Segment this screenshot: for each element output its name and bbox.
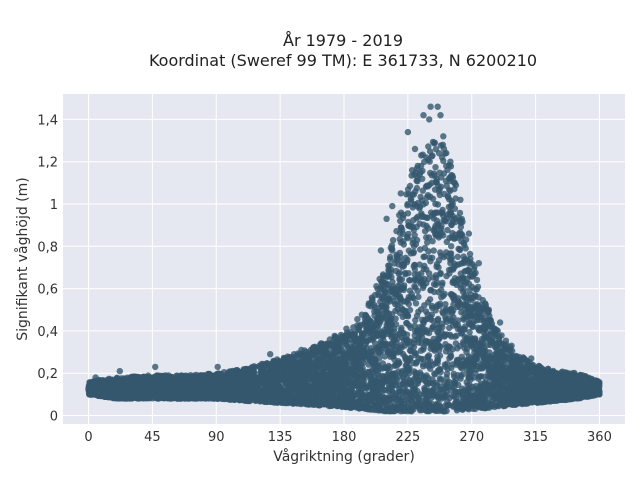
data-point-3486 [420, 344, 427, 351]
data-point-3059 [433, 261, 441, 268]
data-point-4367 [427, 258, 434, 265]
data-point-3802 [431, 288, 438, 296]
data-point-2235 [389, 237, 397, 244]
data-point-4190 [456, 209, 464, 217]
data-point-262 [444, 226, 451, 234]
data-point-4329 [381, 353, 388, 360]
data-point-4607 [411, 261, 419, 269]
data-point-2946 [417, 193, 424, 201]
data-point-2805 [412, 350, 420, 357]
data-point-4725 [368, 336, 376, 344]
data-point-4130 [410, 217, 417, 224]
data-point-2023 [407, 196, 414, 203]
data-point-4582 [432, 164, 439, 171]
data-point-2983 [456, 246, 464, 254]
data-point-4479 [399, 306, 406, 313]
data-point-1493 [419, 316, 426, 323]
data-point-3395 [412, 360, 420, 367]
data-point-3670 [475, 375, 482, 382]
data-point-2654 [386, 256, 394, 263]
data-point-723 [404, 200, 411, 208]
data-points [85, 103, 603, 415]
data-point-2031 [466, 250, 474, 258]
data-point-4385 [404, 186, 412, 193]
data-point-372 [473, 276, 481, 284]
data-point-4119 [421, 253, 428, 260]
data-point-4333 [423, 266, 430, 273]
data-point-4507 [414, 380, 422, 387]
data-point-4651 [430, 274, 437, 281]
chart-title-line-2: Koordinat (Sweref 99 TM): E 361733, N 62… [149, 51, 537, 70]
data-point-4126 [443, 238, 450, 246]
data-point-335 [424, 239, 431, 246]
data-point-3861 [429, 324, 436, 331]
data-point-1300 [466, 328, 473, 336]
data-point-3210 [398, 276, 406, 283]
data-point-3843 [441, 379, 448, 386]
data-point-4266 [412, 276, 419, 283]
data-point-3401 [441, 332, 448, 339]
data-point-1044 [454, 253, 461, 260]
data-point-4634 [401, 353, 409, 360]
data-point-4698 [416, 220, 423, 227]
data-point-4872 [471, 263, 478, 270]
data-point-3627 [411, 282, 418, 290]
data-point-4388 [404, 235, 411, 242]
data-point-4654 [397, 224, 405, 231]
data-point-2857 [415, 355, 422, 362]
data-point-4524 [436, 191, 443, 199]
data-point-4049 [429, 238, 436, 245]
data-point-4548 [402, 254, 409, 261]
data-point-4472 [395, 270, 402, 278]
data-point-4359 [436, 375, 444, 382]
data-point-1763 [354, 316, 361, 323]
data-point-4065 [396, 373, 404, 380]
data-point-4871 [464, 382, 471, 389]
data-point-2676 [460, 315, 467, 322]
data-point-3982 [425, 143, 432, 150]
data-point-1602 [438, 281, 446, 289]
data-point-1904 [437, 142, 445, 149]
data-point-4398 [457, 229, 464, 236]
data-point-4112 [392, 315, 399, 322]
data-point-4558 [468, 283, 476, 290]
data-point-4522 [449, 230, 456, 237]
data-point-2659 [437, 269, 444, 277]
data-point-4755 [445, 343, 453, 350]
data-point-4734 [498, 332, 505, 339]
data-point-1108 [446, 324, 453, 332]
data-point-4312 [354, 322, 361, 329]
data-point-2870 [412, 300, 420, 307]
data-point-2845 [423, 315, 431, 323]
chart-title-line-1: År 1979 - 2019 [283, 31, 403, 50]
data-point-1091 [430, 247, 437, 254]
data-point-3771 [414, 287, 421, 295]
data-point-3913 [454, 325, 461, 332]
data-point-4374 [376, 310, 383, 318]
